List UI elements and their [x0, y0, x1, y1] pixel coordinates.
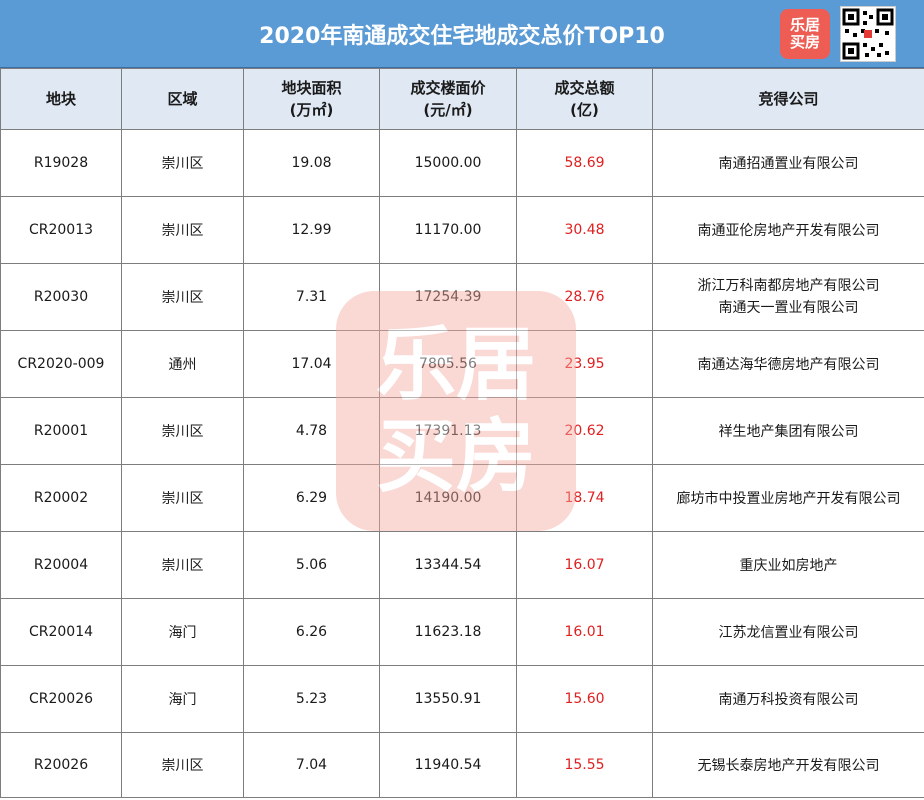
- cell-district: 崇川区: [121, 732, 244, 798]
- cell-district: 海门: [121, 598, 244, 666]
- header-price: 成交楼面价 (元/㎡): [379, 68, 517, 130]
- cell-area: 5.06: [243, 531, 380, 599]
- cell-area: 17.04: [243, 330, 380, 398]
- cell-area: 5.23: [243, 665, 380, 733]
- cell-company: 重庆业如房地产: [652, 531, 924, 599]
- title-text: 2020年南通成交住宅地成交总价TOP10: [259, 23, 665, 49]
- cell-area: 7.04: [243, 732, 380, 798]
- cell-company: 廊坊市中投置业房地产开发有限公司: [652, 464, 924, 532]
- cell-area: 6.29: [243, 464, 380, 532]
- company-line: 南通天一置业有限公司: [718, 300, 859, 316]
- header-company: 竞得公司: [652, 68, 924, 130]
- cell-parcel: R20030: [0, 263, 122, 331]
- cell-district: 崇川区: [121, 464, 244, 532]
- cell-company: 祥生地产集团有限公司: [652, 397, 924, 465]
- header-parcel: 地块: [0, 68, 122, 130]
- header-total-unit: (亿): [570, 101, 599, 119]
- header-area-unit: (万㎡): [289, 101, 334, 119]
- cell-price: 7805.56: [379, 330, 517, 398]
- table-row: R20001 崇川区 4.78 17391.13 20.62 祥生地产集团有限公…: [0, 397, 924, 465]
- cell-price: 13344.54: [379, 531, 517, 599]
- header-row: 地块 区域 地块面积 (万㎡) 成交楼面价 (元/㎡) 成交总额 (亿) 竞得公司: [0, 68, 924, 130]
- cell-parcel: CR20013: [0, 196, 122, 264]
- table-row: R20026 崇川区 7.04 11940.54 15.55 无锡长泰房地产开发…: [0, 732, 924, 798]
- header-price-unit: (元/㎡): [423, 101, 473, 119]
- cell-district: 崇川区: [121, 263, 244, 331]
- cell-parcel: CR20026: [0, 665, 122, 733]
- table-row: CR2020-009 通州 17.04 7805.56 23.95 南通达海华德…: [0, 330, 924, 398]
- cell-parcel: CR20014: [0, 598, 122, 666]
- table-row: R20030 崇川区 7.31 17254.39 28.76 浙江万科南都房地产…: [0, 263, 924, 331]
- cell-parcel: R20004: [0, 531, 122, 599]
- cell-parcel: R20026: [0, 732, 122, 798]
- cell-company: 南通达海华德房地产有限公司: [652, 330, 924, 398]
- brand-logo: 乐居 买房: [780, 9, 830, 59]
- cell-district: 通州: [121, 330, 244, 398]
- cell-district: 崇川区: [121, 531, 244, 599]
- cell-district: 崇川区: [121, 196, 244, 264]
- land-deals-table: 地块 区域 地块面积 (万㎡) 成交楼面价 (元/㎡) 成交总额 (亿) 竞得公司 R…: [0, 68, 924, 798]
- header-price-label: 成交楼面价: [410, 79, 486, 97]
- cell-total: 23.95: [516, 330, 653, 398]
- cell-parcel: R20001: [0, 397, 122, 465]
- cell-company: 南通招通置业有限公司: [652, 129, 924, 197]
- qr-code-graphic: [842, 8, 894, 60]
- table-row: R20002 崇川区 6.29 14190.00 18.74 廊坊市中投置业房地…: [0, 464, 924, 532]
- cell-area: 7.31: [243, 263, 380, 331]
- cell-total: 28.76: [516, 263, 653, 331]
- cell-parcel: CR2020-009: [0, 330, 122, 398]
- table-row: CR20014 海门 6.26 11623.18 16.01 江苏龙信置业有限公…: [0, 598, 924, 666]
- cell-price: 11170.00: [379, 196, 517, 264]
- table-row: CR20013 崇川区 12.99 11170.00 30.48 南通亚伦房地产…: [0, 196, 924, 264]
- cell-price: 15000.00: [379, 129, 517, 197]
- cell-company: 浙江万科南都房地产有限公司 南通天一置业有限公司: [652, 263, 924, 331]
- cell-price: 17391.13: [379, 397, 517, 465]
- cell-area: 12.99: [243, 196, 380, 264]
- table-title: 2020年南通成交住宅地成交总价TOP10: [0, 0, 924, 68]
- header-total-label: 成交总额: [554, 79, 615, 97]
- cell-parcel: R19028: [0, 129, 122, 197]
- table-row: CR20026 海门 5.23 13550.91 15.60 南通万科投资有限公…: [0, 665, 924, 733]
- table-row: R19028 崇川区 19.08 15000.00 58.69 南通招通置业有限…: [0, 129, 924, 197]
- cell-total: 15.55: [516, 732, 653, 798]
- cell-total: 58.69: [516, 129, 653, 197]
- cell-total: 16.01: [516, 598, 653, 666]
- cell-total: 15.60: [516, 665, 653, 733]
- cell-area: 6.26: [243, 598, 380, 666]
- cell-area: 4.78: [243, 397, 380, 465]
- cell-total: 30.48: [516, 196, 653, 264]
- header-total: 成交总额 (亿): [516, 68, 653, 130]
- company-line: 浙江万科南都房地产有限公司: [697, 278, 880, 294]
- cell-company: 江苏龙信置业有限公司: [652, 598, 924, 666]
- cell-district: 海门: [121, 665, 244, 733]
- cell-price: 14190.00: [379, 464, 517, 532]
- cell-total: 20.62: [516, 397, 653, 465]
- cell-company: 南通亚伦房地产开发有限公司: [652, 196, 924, 264]
- cell-price: 17254.39: [379, 263, 517, 331]
- header-area: 地块面积 (万㎡): [243, 68, 380, 130]
- cell-total: 18.74: [516, 464, 653, 532]
- cell-price: 11623.18: [379, 598, 517, 666]
- header-district: 区域: [121, 68, 244, 130]
- cell-parcel: R20002: [0, 464, 122, 532]
- cell-company: 无锡长泰房地产开发有限公司: [652, 732, 924, 798]
- table-row: R20004 崇川区 5.06 13344.54 16.07 重庆业如房地产: [0, 531, 924, 599]
- cell-total: 16.07: [516, 531, 653, 599]
- cell-price: 13550.91: [379, 665, 517, 733]
- cell-district: 崇川区: [121, 397, 244, 465]
- cell-area: 19.08: [243, 129, 380, 197]
- cell-price: 11940.54: [379, 732, 517, 798]
- cell-company: 南通万科投资有限公司: [652, 665, 924, 733]
- qr-code-icon: [840, 6, 896, 62]
- header-area-label: 地块面积: [281, 79, 342, 97]
- cell-district: 崇川区: [121, 129, 244, 197]
